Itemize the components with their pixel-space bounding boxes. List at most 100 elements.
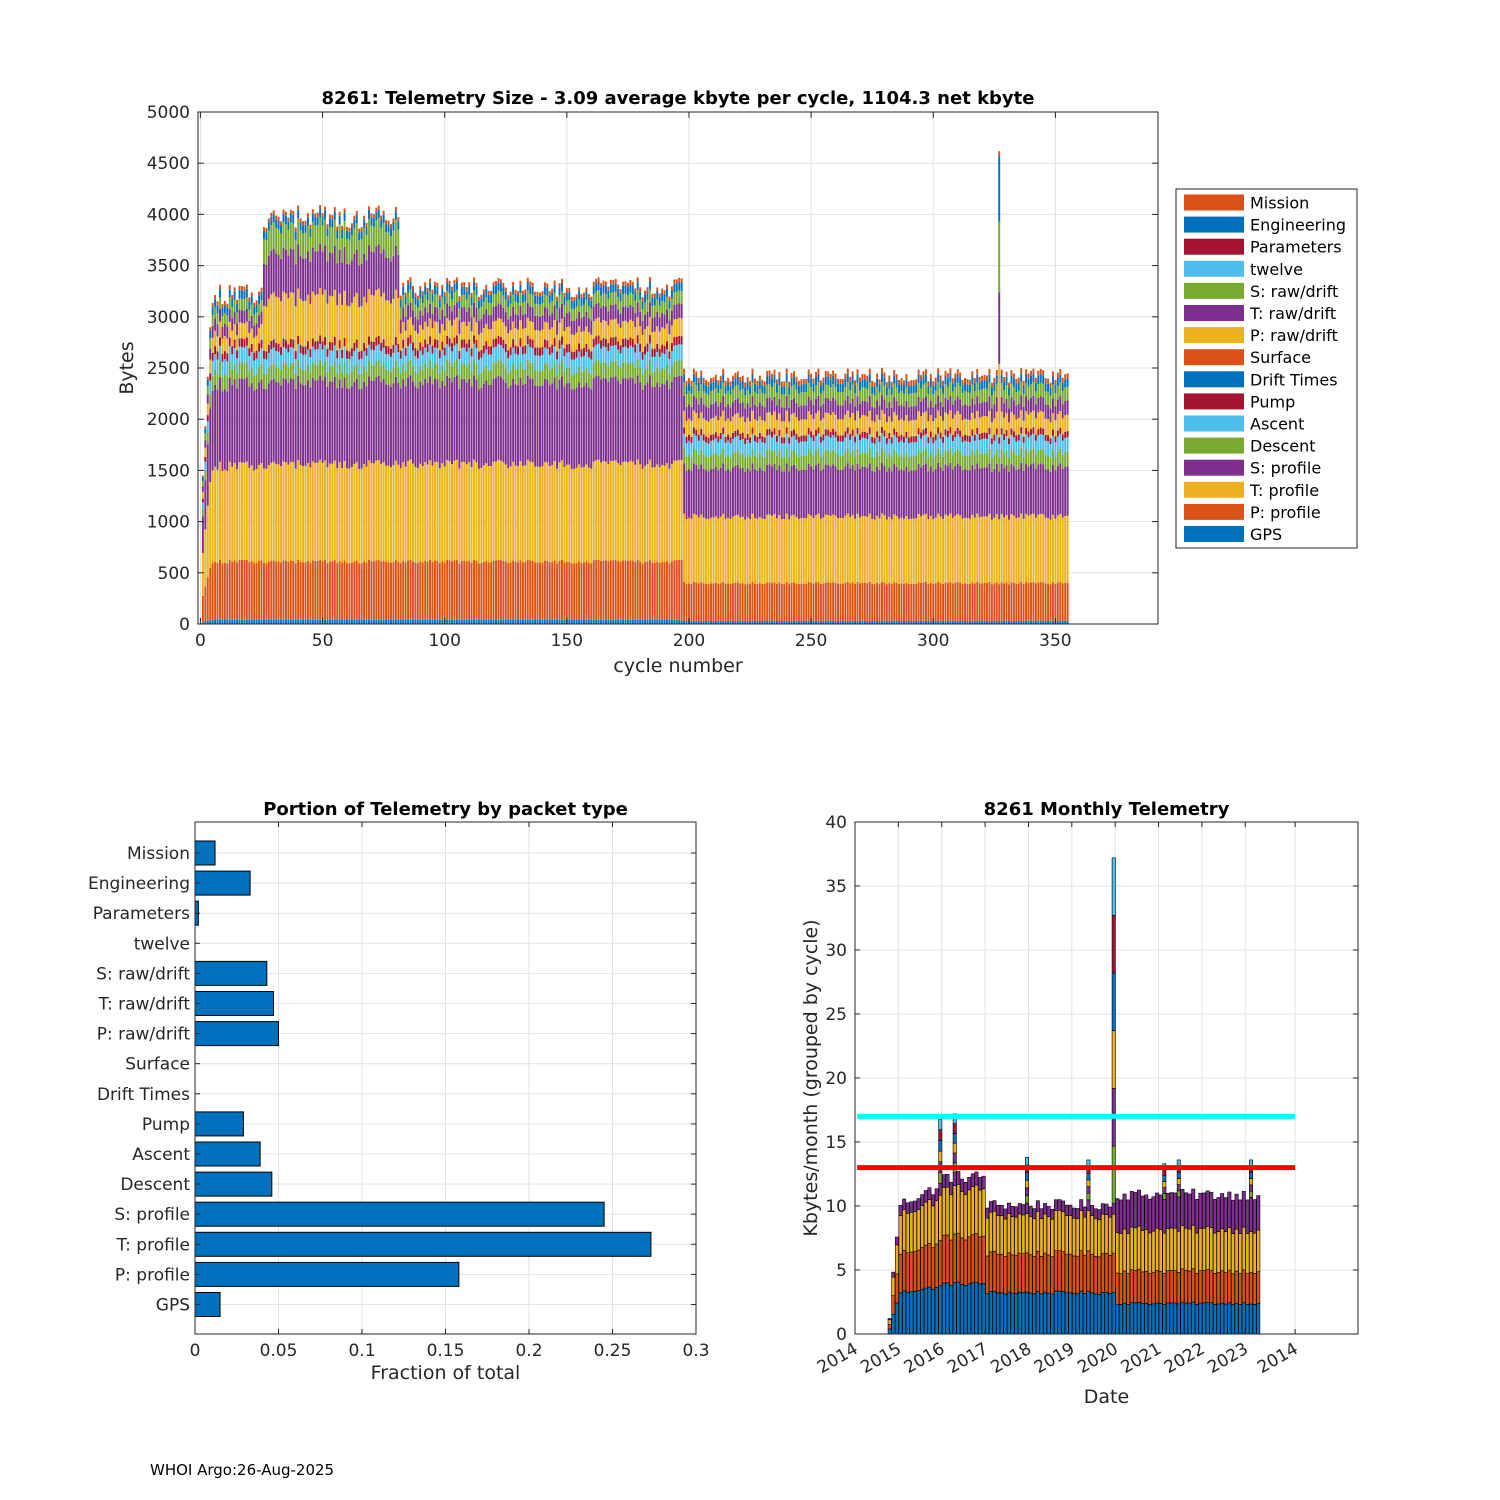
stack-bar-segment xyxy=(348,374,351,390)
stack-bar-segment xyxy=(815,429,817,437)
stack-bar-segment xyxy=(563,562,566,620)
stack-bar-segment xyxy=(1039,463,1042,514)
stack-bar-segment xyxy=(546,619,549,624)
stack-bar-segment xyxy=(223,562,226,620)
stack-bar-segment xyxy=(292,462,295,561)
month-bar-segment xyxy=(1187,1270,1192,1304)
stack-bar-segment xyxy=(223,336,226,352)
stack-bar-segment xyxy=(815,515,817,583)
stack-bar-segment xyxy=(385,220,388,225)
stack-bar-segment xyxy=(314,225,317,252)
stack-bar-segment xyxy=(856,448,859,464)
stack-bar-segment xyxy=(949,620,952,624)
stack-bar-segment xyxy=(859,454,861,469)
stack-bar-segment xyxy=(328,365,331,382)
stack-bar-segment xyxy=(724,385,727,394)
stack-bar-segment xyxy=(565,561,568,620)
month-bar-segment xyxy=(1249,1272,1254,1305)
stack-bar-segment xyxy=(568,382,571,465)
stack-bar-segment xyxy=(238,378,241,463)
stack-bar-segment xyxy=(504,343,507,352)
stack-bar-segment xyxy=(956,382,959,397)
stack-bar-segment xyxy=(1059,369,1062,375)
stack-bar-segment xyxy=(666,619,668,624)
stack-bar-segment xyxy=(475,295,478,308)
stack-bar-segment xyxy=(385,300,388,346)
stack-bar-segment xyxy=(1027,400,1030,415)
stack-bar-segment xyxy=(495,461,497,561)
month-bar-segment xyxy=(941,1234,946,1284)
stack-bar-segment xyxy=(409,317,412,336)
stack-bar-segment xyxy=(871,470,874,519)
stack-bar-segment xyxy=(216,324,219,337)
month-bar-segment xyxy=(1068,1215,1073,1255)
month-bar-spike xyxy=(952,1142,957,1154)
stack-bar-segment xyxy=(421,562,424,620)
stack-bar-segment xyxy=(1056,465,1059,516)
stack-bar-segment xyxy=(226,470,229,564)
stack-bar-segment xyxy=(1005,620,1008,624)
stack-bar-segment xyxy=(986,453,988,468)
stack-bar-segment xyxy=(1066,582,1069,621)
stack-bar-segment xyxy=(306,619,309,624)
stack-bar-segment xyxy=(790,437,793,452)
stack-bar-segment xyxy=(837,378,839,384)
stack-bar-segment xyxy=(1047,620,1050,624)
stack-bar-segment xyxy=(304,384,307,466)
month-bar-segment xyxy=(1072,1255,1076,1294)
stack-bar-segment xyxy=(495,306,497,321)
stack-bar-segment xyxy=(1047,455,1050,470)
stack-bar-segment xyxy=(346,305,348,351)
stack-bar-segment xyxy=(360,620,363,624)
stack-bar-segment xyxy=(1049,422,1052,439)
stack-bar-segment xyxy=(973,404,976,419)
stack-bar-segment xyxy=(258,295,261,304)
stack-bar-segment xyxy=(387,369,390,385)
stack-bar-segment xyxy=(590,308,593,321)
stack-bar-segment xyxy=(912,470,915,519)
stack-bar-segment xyxy=(363,253,366,297)
stack-bar-segment xyxy=(336,350,339,359)
stack-bar-segment xyxy=(878,392,881,406)
stack-bar-segment xyxy=(932,386,935,395)
stack-bar-segment xyxy=(1064,387,1067,401)
month-bar-segment xyxy=(1061,1251,1066,1292)
stack-bar-segment xyxy=(773,434,776,450)
stack-bar-segment xyxy=(619,368,622,384)
stack-bar-segment xyxy=(746,440,749,455)
month-bar-segment xyxy=(945,1186,950,1236)
stack-bar-segment xyxy=(531,560,534,620)
stack-bar-segment xyxy=(546,295,549,309)
stack-bar-segment xyxy=(433,281,436,287)
stack-bar-segment xyxy=(902,406,905,421)
stack-bar-segment xyxy=(441,365,444,381)
stack-bar-segment xyxy=(902,393,905,407)
stack-bar-segment xyxy=(924,396,927,412)
stack-bar-segment xyxy=(465,311,468,327)
stack-bar-segment xyxy=(863,466,866,517)
stack-bar-segment xyxy=(338,348,341,364)
stack-bar-segment xyxy=(744,408,747,423)
month-bar-segment xyxy=(905,1252,910,1293)
stack-bar-segment xyxy=(492,281,495,287)
stack-bar-segment xyxy=(841,419,844,436)
month-bar-segment xyxy=(1194,1232,1199,1274)
stack-bar-segment xyxy=(407,337,410,346)
stack-bar-segment xyxy=(617,619,620,624)
stack-bar-segment xyxy=(463,461,466,561)
stack-bar-segment xyxy=(473,317,475,336)
stack-bar-segment xyxy=(651,317,654,332)
month-bar-segment xyxy=(1032,1293,1037,1335)
stack-bar-segment xyxy=(233,379,236,463)
stack-bar-segment xyxy=(844,515,847,583)
stack-bar-segment xyxy=(856,382,859,397)
stack-bar-segment xyxy=(690,442,693,457)
stack-bar-segment xyxy=(990,519,993,585)
stack-bar-segment xyxy=(837,383,839,392)
stack-bar-segment xyxy=(910,620,913,624)
stack-bar-segment xyxy=(248,371,251,387)
stack-bar-segment xyxy=(656,367,659,383)
month-bar-segment xyxy=(1155,1192,1160,1229)
stack-bar-segment xyxy=(206,403,209,416)
stack-bar-segment xyxy=(959,436,962,452)
